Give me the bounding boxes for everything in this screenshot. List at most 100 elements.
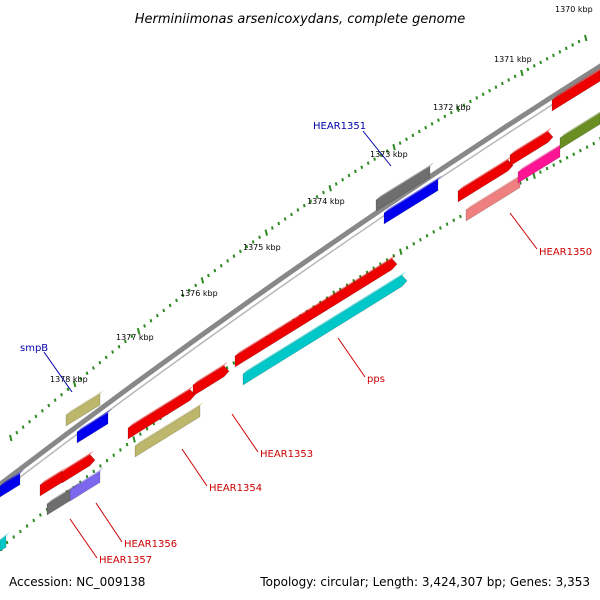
inner-ruler-minor-tick: [125, 442, 129, 447]
inner-ruler-minor-tick: [579, 148, 582, 153]
inner-ruler-minor-tick: [139, 432, 142, 436]
gene-red-reverse-5[interactable]: [61, 450, 96, 484]
outer-ruler-minor-tick: [270, 226, 274, 230]
outer-ruler-minor-tick: [322, 190, 325, 195]
outer-ruler-minor-tick: [488, 88, 491, 93]
inner-ruler-minor-tick: [412, 241, 416, 246]
outer-ruler-minor-tick: [417, 129, 421, 134]
gene-features: [0, 66, 600, 552]
outer-ruler-major-tick: [584, 34, 588, 42]
inner-ruler-minor-tick: [25, 524, 29, 528]
inner-ruler-minor-tick: [585, 145, 589, 149]
gene-blue-forward-1[interactable]: [383, 175, 442, 225]
outer-ruler-minor-tick: [347, 173, 351, 178]
gene-label-hear1353[interactable]: HEAR1353: [260, 449, 313, 460]
outer-ruler-minor-tick: [462, 103, 466, 107]
gene-blue-forward-3[interactable]: [0, 469, 24, 498]
outer-ruler-minor-tick: [258, 235, 261, 240]
outer-ruler-minor-tick: [373, 157, 376, 161]
outer-ruler-minor-tick: [526, 67, 530, 72]
inner-ruler-minor-tick: [545, 166, 549, 171]
gene-hear1351[interactable]: [375, 162, 434, 212]
inner-ruler-minor-tick: [92, 469, 96, 474]
outer-ruler-major-tick: [456, 105, 460, 113]
gene-hear1356[interactable]: [69, 467, 104, 502]
outer-ruler-minor-tick: [315, 195, 319, 199]
gene-smpb[interactable]: [65, 389, 104, 427]
outer-ruler-minor-tick: [111, 350, 114, 354]
outer-ruler-minor-tick: [277, 221, 281, 226]
outer-ruler-minor-tick: [226, 259, 229, 263]
outer-ruler-major-tick: [136, 327, 141, 335]
inner-ruler-minor-tick: [112, 453, 116, 458]
gene-cyan-edge[interactable]: [0, 532, 10, 552]
outer-ruler-minor-tick: [290, 212, 293, 217]
outer-ruler-minor-tick: [98, 360, 102, 365]
gene-blue-forward-2[interactable]: [76, 408, 112, 444]
outer-ruler-major-tick: [9, 434, 13, 442]
inner-ruler-minor-tick: [99, 464, 102, 468]
ruler-label-1373: 1373 kbp: [370, 150, 408, 159]
inner-ruler-minor-tick: [452, 218, 456, 223]
outer-ruler-minor-tick: [21, 425, 25, 429]
gene-labels: HEAR1351 smpB HEAR1350 pps HEAR1353 HEAR1354 H…: [20, 121, 592, 566]
ruler-label-1375: 1375 kbp: [243, 243, 281, 252]
outer-ruler-minor-tick: [411, 133, 415, 138]
inner-ruler-minor-tick: [425, 234, 429, 238]
inner-ruler-minor-tick: [439, 226, 442, 230]
ruler-label-1376: 1376 kbp: [180, 289, 218, 298]
ruler-label-1371: 1371 kbp: [494, 55, 532, 64]
outer-ruler-minor-tick: [130, 334, 134, 339]
outer-ruler-minor-tick: [239, 249, 242, 254]
outer-ruler-minor-tick: [424, 125, 428, 130]
outer-ruler-minor-tick: [232, 254, 236, 258]
leader-line-smpb: [43, 351, 73, 393]
inner-ruler-major-tick: [399, 248, 403, 255]
gene-magenta-reverse[interactable]: [517, 141, 564, 184]
outer-ruler-minor-tick: [155, 313, 159, 318]
inner-ruler-minor-tick: [559, 159, 562, 164]
outer-ruler-minor-tick: [117, 345, 121, 349]
gene-label-hear1351[interactable]: HEAR1351: [313, 121, 366, 132]
gene-red-forward-top[interactable]: [551, 66, 600, 112]
outer-ruler-minor-tick: [219, 263, 223, 268]
leader-line-hear1353: [231, 413, 259, 453]
gene-olive-reverse[interactable]: [559, 109, 600, 150]
gene-label-hear1357[interactable]: HEAR1357: [99, 555, 152, 566]
inner-ruler-minor-tick: [519, 181, 522, 185]
outer-ruler-major-tick: [520, 69, 524, 77]
gene-label-smpb[interactable]: smpB: [20, 343, 48, 354]
inner-ruler-minor-tick: [419, 237, 422, 242]
inner-ruler-minor-tick: [432, 230, 436, 234]
gene-red-reverse-3[interactable]: [127, 385, 196, 440]
outer-ruler-minor-tick: [309, 199, 313, 203]
gene-red-reverse-2[interactable]: [509, 127, 554, 167]
gene-label-hear1350[interactable]: HEAR1350: [539, 247, 592, 258]
outer-ruler-major-tick: [264, 229, 269, 236]
outer-ruler-minor-tick: [175, 298, 178, 303]
leader-line-hear1350: [509, 212, 538, 250]
outer-ruler-minor-tick: [360, 165, 364, 170]
gene-label-hear1356[interactable]: HEAR1356: [124, 539, 177, 550]
outer-ruler-minor-tick: [354, 169, 357, 174]
outer-ruler-minor-tick: [296, 208, 300, 212]
gene-large-red[interactable]: [234, 254, 398, 368]
gene-hear1353[interactable]: [192, 361, 230, 397]
outer-ruler-minor-tick: [85, 371, 89, 376]
inner-ruler-minor-tick: [592, 141, 596, 146]
gene-red-reverse-1[interactable]: [457, 156, 514, 203]
outer-ruler-major-tick: [72, 380, 77, 388]
gene-label-pps[interactable]: pps: [367, 374, 385, 385]
outer-ruler-minor-tick: [507, 78, 511, 82]
outer-ruler-minor-tick: [577, 39, 581, 44]
gene-pps[interactable]: [242, 271, 408, 386]
gene-hear1354[interactable]: [134, 401, 204, 458]
gene-hear1350[interactable]: [465, 172, 524, 222]
leader-line-hear1354: [181, 448, 208, 487]
outer-ruler-minor-tick: [513, 74, 517, 79]
outer-ruler-minor-tick: [149, 319, 153, 323]
inner-ruler-minor-tick: [572, 152, 576, 156]
gene-label-hear1354[interactable]: HEAR1354: [209, 483, 262, 494]
